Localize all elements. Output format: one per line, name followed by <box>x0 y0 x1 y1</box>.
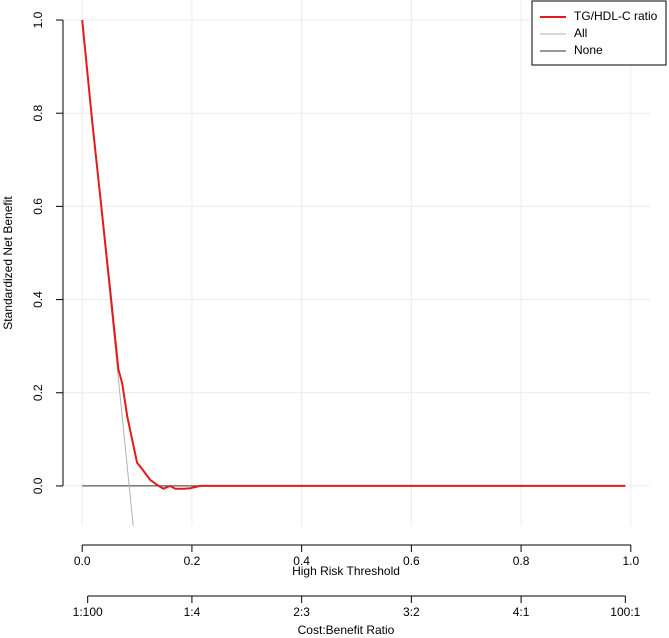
x2-axis-title: Cost:Benefit Ratio <box>298 623 395 637</box>
y-tick-label: 0.2 <box>31 384 45 401</box>
x2-tick-label: 2:3 <box>293 605 310 619</box>
y-tick-label: 0.0 <box>31 477 45 494</box>
x-tick-label: 0.4 <box>293 554 310 568</box>
y-tick-label: 0.6 <box>31 198 45 215</box>
x-tick-label: 0.2 <box>184 554 201 568</box>
y-axis-title: Standardized Net Benefit <box>1 196 15 330</box>
x-tick-label: 1.0 <box>622 554 639 568</box>
legend-label: TG/HDL-C ratio <box>574 9 658 23</box>
x2-tick-label: 1:100 <box>73 605 103 619</box>
legend-box <box>531 0 667 66</box>
legend-label: None <box>574 43 603 57</box>
plot-area <box>81 19 626 526</box>
y-tick-label: 1.0 <box>31 11 45 28</box>
x-tick-label: 0.6 <box>403 554 420 568</box>
x2-tick-label: 4:1 <box>513 605 530 619</box>
legend-label: All <box>574 26 587 40</box>
series-line <box>81 19 626 490</box>
y-tick-label: 0.8 <box>31 105 45 122</box>
x2-tick-label: 1:4 <box>184 605 201 619</box>
y-tick-label: 0.4 <box>31 291 45 308</box>
x-axis-title: High Risk Threshold <box>292 564 400 578</box>
x-tick-label: 0.8 <box>513 554 530 568</box>
x-tick-label: 0.0 <box>74 554 91 568</box>
x2-tick-label: 3:2 <box>403 605 420 619</box>
x2-tick-label: 100:1 <box>610 605 640 619</box>
